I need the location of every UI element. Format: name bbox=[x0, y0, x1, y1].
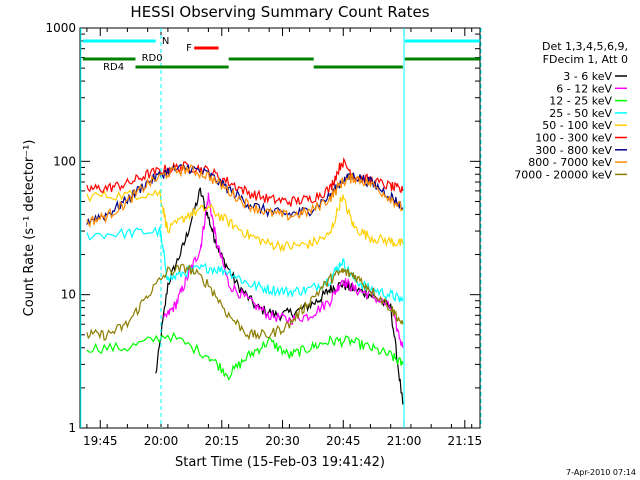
legend-label: 12 - 25 keV bbox=[549, 95, 612, 108]
legend-label: 25 - 50 keV bbox=[549, 107, 612, 120]
annotations: N F RD0 RD4 bbox=[80, 28, 482, 428]
legend-label: 100 - 300 keV bbox=[535, 132, 612, 145]
footer-timestamp: 7-Apr-2010 07:14 bbox=[566, 468, 636, 477]
x-tick-label: 20:00 bbox=[144, 434, 179, 448]
x-tick-label: 20:15 bbox=[204, 434, 239, 448]
legend-header-line-1: Det 1,3,4,5,6,9, bbox=[542, 40, 628, 53]
series-line bbox=[86, 163, 404, 225]
rd0-label: RD0 bbox=[142, 53, 163, 64]
series-line bbox=[155, 187, 404, 405]
plot-frame bbox=[79, 27, 481, 429]
series-line bbox=[86, 226, 404, 303]
y-tick-label: 1000 bbox=[45, 21, 76, 35]
rd4-label: RD4 bbox=[103, 62, 124, 73]
legend-label: 7000 - 20000 keV bbox=[514, 168, 612, 181]
y-tick-label: 100 bbox=[53, 154, 76, 168]
x-tick-label: 21:15 bbox=[448, 434, 483, 448]
series-line bbox=[86, 263, 404, 342]
legend-label: 300 - 800 keV bbox=[535, 144, 612, 157]
y-tick-label: 1 bbox=[68, 421, 76, 435]
x-tick-label: 19:45 bbox=[83, 434, 118, 448]
legend-label: 6 - 12 keV bbox=[556, 82, 612, 95]
x-tick-label: 20:30 bbox=[265, 434, 300, 448]
legend-header-line-2: FDecim 1, Att 0 bbox=[543, 53, 628, 66]
y-axis-title: Count Rate (s⁻¹ detector⁻¹) bbox=[22, 140, 37, 317]
series-line bbox=[86, 331, 404, 381]
flare-label: F bbox=[186, 43, 192, 54]
legend-label: 3 - 6 keV bbox=[563, 70, 612, 83]
series-line bbox=[163, 192, 404, 348]
x-axis-title: Start Time (15-Feb-03 19:41:42) bbox=[175, 455, 385, 470]
series-line bbox=[86, 189, 404, 253]
legend-label: 800 - 7000 keV bbox=[528, 156, 612, 169]
y-tick-label: 10 bbox=[61, 288, 76, 302]
x-tick-label: 20:45 bbox=[326, 434, 361, 448]
night-label: N bbox=[162, 36, 169, 47]
axis-ticks: 19:45 20:00 20:15 20:30 20:45 21:00 21:15 1 10 10… bbox=[45, 21, 482, 448]
legend-label: 50 - 100 keV bbox=[542, 119, 612, 132]
series-lines bbox=[86, 156, 404, 405]
series-line bbox=[86, 164, 404, 229]
chart-title: HESSI Observing Summary Count Rates bbox=[130, 3, 429, 21]
x-tick-label: 21:00 bbox=[387, 434, 422, 448]
legend: Det 1,3,4,5,6,9, FDecim 1, Att 0 3 - 6 k… bbox=[514, 40, 628, 181]
